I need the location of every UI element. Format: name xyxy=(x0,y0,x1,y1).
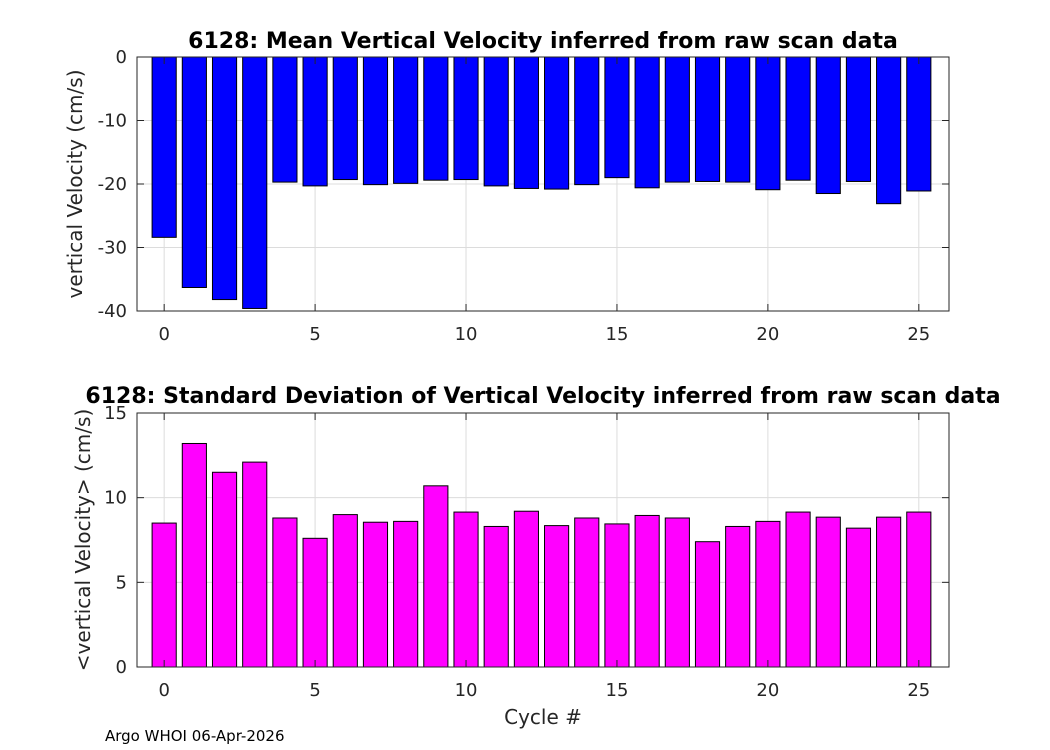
mean-velocity-xtick-label: 10 xyxy=(455,324,478,345)
mean-velocity-bar-4 xyxy=(272,56,298,183)
std-velocity-bar-9 xyxy=(423,485,449,668)
std-velocity-bar-17 xyxy=(664,517,690,668)
std-velocity-xtick-label: 25 xyxy=(907,680,930,701)
std-velocity-bar-12 xyxy=(513,510,539,668)
std-velocity-ytick-label: 15 xyxy=(104,403,127,424)
mean-velocity-bar-24 xyxy=(876,56,902,205)
std-velocity-bar-3 xyxy=(242,461,268,668)
mean-velocity-bar-12 xyxy=(513,56,539,189)
mean-velocity-ylabel: vertical Velocity (cm/s) xyxy=(63,70,87,299)
std-velocity-bar-15 xyxy=(604,523,630,668)
mean-velocity-ytick-label: -30 xyxy=(98,238,127,259)
cycle-xlabel: Cycle # xyxy=(504,705,582,729)
std-velocity-bar-1 xyxy=(181,442,207,668)
std-velocity-bar-5 xyxy=(302,537,328,668)
std-velocity-ylabel: <vertical Velocity> (cm/s) xyxy=(71,409,95,672)
std-velocity-bar-11 xyxy=(483,525,509,668)
std-velocity-bar-7 xyxy=(362,521,389,668)
std-velocity-bar-6 xyxy=(332,514,358,668)
mean-velocity-bar-7 xyxy=(362,56,389,186)
mean-velocity-bar-13 xyxy=(544,56,570,190)
std-velocity-bar-10 xyxy=(453,511,479,668)
std-velocity-ytick-label: 5 xyxy=(116,572,127,593)
mean-velocity-bar-1 xyxy=(181,56,207,289)
mean-velocity-bar-25 xyxy=(906,56,932,192)
mean-velocity-ytick-label: -40 xyxy=(98,301,127,322)
mean-velocity-ytick-label: 0 xyxy=(116,47,127,68)
mean-velocity-xtick-label: 15 xyxy=(606,324,629,345)
std-velocity-axes-frame xyxy=(136,412,950,668)
mean-velocity-xtick-label: 25 xyxy=(907,324,930,345)
mean-velocity-bar-22 xyxy=(815,56,841,195)
std-velocity-xtick-label: 5 xyxy=(309,680,320,701)
std-velocity-bar-25 xyxy=(906,511,932,668)
std-velocity-bar-4 xyxy=(272,517,298,668)
std-velocity-bar-13 xyxy=(544,525,570,668)
std-velocity-xtick-label: 20 xyxy=(756,680,779,701)
mean-velocity-xtick-label: 0 xyxy=(158,324,169,345)
mean-velocity-bar-9 xyxy=(423,56,449,181)
mean-velocity-bar-18 xyxy=(694,56,721,182)
mean-velocity-title: 6128: Mean Vertical Velocity inferred fr… xyxy=(188,29,898,54)
std-velocity-bar-19 xyxy=(725,525,751,668)
mean-velocity-bar-3 xyxy=(242,56,268,309)
mean-velocity-bar-23 xyxy=(845,56,872,182)
mean-velocity-bar-6 xyxy=(332,56,358,181)
footer-credit: Argo WHOI 06-Apr-2026 xyxy=(105,727,285,745)
mean-velocity-bar-21 xyxy=(785,56,811,181)
mean-velocity-bar-0 xyxy=(151,56,177,238)
std-velocity-bar-24 xyxy=(876,516,902,668)
mean-velocity-bar-14 xyxy=(574,56,600,186)
mean-velocity-bar-5 xyxy=(302,56,328,187)
mean-velocity-ytick-label: -10 xyxy=(98,111,127,132)
mean-velocity-bar-19 xyxy=(725,56,751,183)
std-velocity-ytick-label: 10 xyxy=(104,488,127,509)
std-velocity-bar-22 xyxy=(815,516,841,668)
std-velocity-bar-0 xyxy=(151,522,177,668)
std-velocity-bar-20 xyxy=(755,520,781,668)
mean-velocity-bar-10 xyxy=(453,56,479,181)
mean-velocity-panel: 0 5 10 15 20 25 -40 -30 -20 -10 0 6128: Mean Verti… xyxy=(63,29,950,345)
std-velocity-xtick-label: 10 xyxy=(455,680,478,701)
mean-velocity-ytick-label: -20 xyxy=(98,174,127,195)
mean-velocity-bar-15 xyxy=(604,56,630,179)
std-velocity-panel: 0 5 10 15 20 25 0 5 10 15 <vertical Velocity> (cm… xyxy=(71,384,1001,729)
std-velocity-bar-16 xyxy=(634,514,660,668)
std-velocity-bar-2 xyxy=(211,471,238,668)
std-velocity-xtick-label: 0 xyxy=(158,680,169,701)
mean-velocity-bar-11 xyxy=(483,56,509,187)
mean-velocity-xtick-label: 5 xyxy=(309,324,320,345)
mean-velocity-bar-8 xyxy=(393,56,419,184)
mean-velocity-bar-16 xyxy=(634,56,660,189)
mean-velocity-xtick-label: 20 xyxy=(756,324,779,345)
std-velocity-bar-14 xyxy=(574,517,600,668)
std-velocity-title: 6128: Standard Deviation of Vertical Vel… xyxy=(85,384,1000,409)
mean-velocity-bar-2 xyxy=(211,56,238,301)
std-velocity-bar-8 xyxy=(393,520,419,668)
mean-velocity-bar-17 xyxy=(664,56,690,183)
std-velocity-xtick-label: 15 xyxy=(606,680,629,701)
std-velocity-bar-18 xyxy=(694,541,721,668)
std-velocity-bar-23 xyxy=(845,527,872,668)
mean-velocity-bar-20 xyxy=(755,56,781,191)
std-velocity-bar-21 xyxy=(785,511,811,668)
std-velocity-ytick-label: 0 xyxy=(116,657,127,678)
